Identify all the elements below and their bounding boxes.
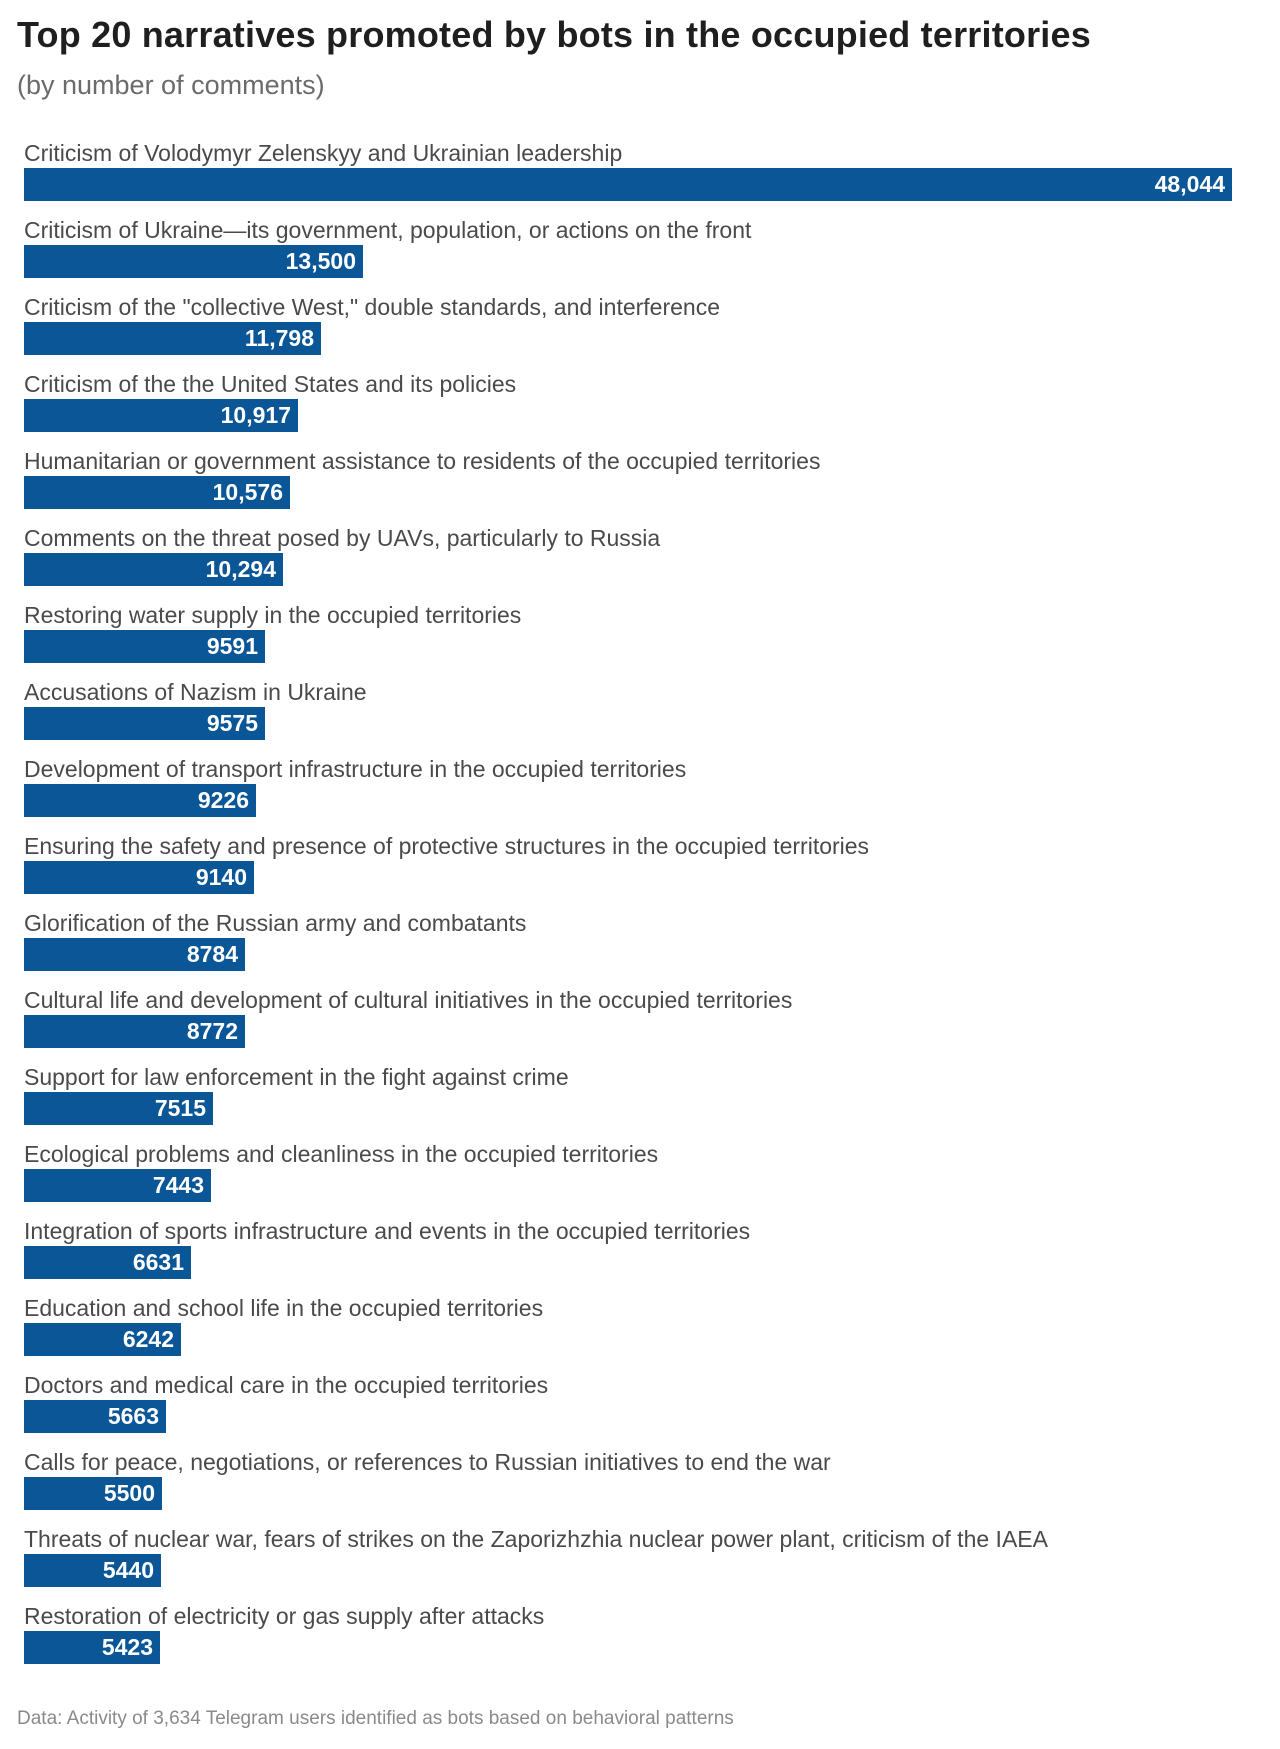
bar: 5500 xyxy=(24,1477,162,1510)
bar: 9226 xyxy=(24,784,256,817)
bar-value-label: 7515 xyxy=(154,1095,206,1121)
bar-value-label: 5500 xyxy=(103,1480,155,1506)
category-label: Criticism of Ukraine—its government, pop… xyxy=(24,217,752,243)
bar: 10,917 xyxy=(24,399,298,432)
category-label: Ecological problems and cleanliness in t… xyxy=(24,1141,659,1167)
bar: 5440 xyxy=(24,1554,161,1587)
bar-value-label: 10,917 xyxy=(220,402,291,428)
category-label: Humanitarian or government assistance to… xyxy=(24,448,821,474)
bar-value-label: 5440 xyxy=(102,1557,154,1583)
bar: 8784 xyxy=(24,938,245,971)
bar: 7443 xyxy=(24,1169,211,1202)
category-label: Criticism of the "collective West," doub… xyxy=(24,294,721,320)
bar: 5423 xyxy=(24,1631,160,1664)
category-label: Threats of nuclear war, fears of strikes… xyxy=(24,1526,1048,1552)
chart-subtitle: (by number of comments) xyxy=(17,70,325,100)
bar: 9575 xyxy=(24,707,265,740)
bar-value-label: 48,044 xyxy=(1154,171,1225,197)
category-label: Ensuring the safety and presence of prot… xyxy=(24,833,870,859)
bar: 9140 xyxy=(24,861,254,894)
bar: 48,044 xyxy=(24,168,1232,201)
category-label: Restoration of electricity or gas supply… xyxy=(24,1603,545,1629)
bar-value-label: 8784 xyxy=(186,941,238,967)
bar-value-label: 11,798 xyxy=(244,325,314,351)
bar: 8772 xyxy=(24,1015,245,1048)
category-label: Calls for peace, negotiations, or refere… xyxy=(24,1449,831,1475)
chart-title: Top 20 narratives promoted by bots in th… xyxy=(17,14,1091,55)
bar-value-label: 8772 xyxy=(186,1018,238,1044)
bar: 7515 xyxy=(24,1092,213,1125)
bar-value-label: 9591 xyxy=(206,633,258,659)
bar-value-label: 6631 xyxy=(132,1249,184,1275)
category-label: Education and school life in the occupie… xyxy=(24,1295,544,1321)
bar-value-label: 13,500 xyxy=(285,248,356,274)
bar-value-label: 9575 xyxy=(206,710,258,736)
source-note: Data: Activity of 3,634 Telegram users i… xyxy=(17,1708,734,1729)
category-label: Integration of sports infrastructure and… xyxy=(24,1218,751,1244)
category-label: Accusations of Nazism in Ukraine xyxy=(24,679,367,705)
category-label: Development of transport infrastructure … xyxy=(24,756,687,782)
category-label: Support for law enforcement in the fight… xyxy=(24,1064,569,1090)
bar-value-label: 9226 xyxy=(197,787,249,813)
bar-value-label: 6242 xyxy=(122,1326,174,1352)
bar: 5663 xyxy=(24,1400,166,1433)
bar-value-label: 5663 xyxy=(107,1403,159,1429)
bar-value-label: 5423 xyxy=(101,1634,153,1660)
category-label: Comments on the threat posed by UAVs, pa… xyxy=(24,525,661,551)
bar: 11,798 xyxy=(24,322,321,355)
category-label: Cultural life and development of cultura… xyxy=(24,987,793,1013)
bar-value-label: 10,576 xyxy=(212,479,283,505)
bar: 10,294 xyxy=(24,553,283,586)
bar-value-label: 7443 xyxy=(152,1172,204,1198)
bar-value-label: 9140 xyxy=(195,864,247,890)
category-label: Criticism of Volodymyr Zelenskyy and Ukr… xyxy=(24,140,623,166)
bar: 13,500 xyxy=(24,245,363,278)
bar: 6631 xyxy=(24,1246,191,1279)
bar-value-label: 10,294 xyxy=(205,556,276,582)
category-label: Doctors and medical care in the occupied… xyxy=(24,1372,549,1398)
bar: 10,576 xyxy=(24,476,290,509)
category-label: Glorification of the Russian army and co… xyxy=(24,910,527,936)
category-label: Criticism of the the United States and i… xyxy=(24,371,517,397)
bar: 9591 xyxy=(24,630,265,663)
category-label: Restoring water supply in the occupied t… xyxy=(24,602,522,628)
bar: 6242 xyxy=(24,1323,181,1356)
